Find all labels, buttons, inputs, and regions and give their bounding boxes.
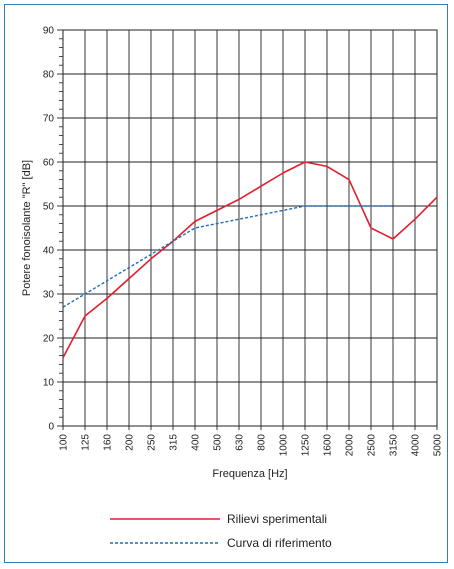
x-tick-label: 250	[147, 434, 158, 451]
series-line-2	[63, 206, 393, 307]
x-tick-label: 5000	[433, 434, 444, 457]
y-tick-label: 60	[43, 158, 55, 169]
y-tick-label: 80	[43, 70, 55, 81]
y-tick-label: 10	[43, 378, 55, 389]
plot-border	[63, 30, 437, 426]
chart: 0 10 20 30 40 50 60 70 80 90 100 125 160 200 250 315 40…	[5, 5, 449, 564]
series-layer	[63, 162, 437, 358]
y-tick-labels: 0 10 20 30 40 50 60 70 80 90	[43, 26, 55, 433]
grid-layer	[57, 30, 437, 430]
x-tick-label: 315	[169, 434, 180, 451]
x-tick-label: 400	[191, 434, 202, 451]
x-tick-label: 3150	[389, 434, 400, 457]
y-tick-label: 50	[43, 202, 55, 213]
x-tick-labels: 100 125 160 200 250 315 400 500 630 800 1000 1250 16…	[59, 434, 444, 457]
x-tick-label: 125	[81, 434, 92, 451]
x-tick-label: 500	[213, 434, 224, 451]
x-tick-label: 630	[235, 434, 246, 451]
y-tick-label: 0	[48, 422, 54, 433]
x-tick-label: 2000	[345, 434, 356, 457]
y-tick-label: 30	[43, 290, 55, 301]
y-tick-label: 90	[43, 26, 55, 37]
x-tick-label: 2500	[367, 434, 378, 457]
series-line-1	[63, 162, 437, 358]
y-tick-label: 20	[43, 334, 55, 345]
y-axis-title: Potere fonoisolante "R" [dB]	[21, 160, 33, 296]
y-tick-label: 70	[43, 114, 55, 125]
x-tick-label: 1250	[301, 434, 312, 457]
x-tick-label: 200	[125, 434, 136, 451]
legend-label-1: Rilievi sperimentali	[227, 512, 327, 526]
x-tick-label: 4000	[411, 434, 422, 457]
y-tick-label: 40	[43, 246, 55, 257]
x-tick-label: 1600	[323, 434, 334, 457]
x-tick-label: 160	[103, 434, 114, 451]
chart-frame: 0 10 20 30 40 50 60 70 80 90 100 125 160 200 250 315 40…	[4, 4, 448, 563]
x-tick-label: 100	[59, 434, 70, 451]
legend: Rilievi sperimentali Curva di riferimento	[110, 512, 332, 550]
x-tick-label: 800	[257, 434, 268, 451]
legend-label-2: Curva di riferimento	[227, 536, 332, 550]
x-tick-label: 1000	[279, 434, 290, 457]
x-axis-title: Frequenza [Hz]	[212, 468, 287, 480]
